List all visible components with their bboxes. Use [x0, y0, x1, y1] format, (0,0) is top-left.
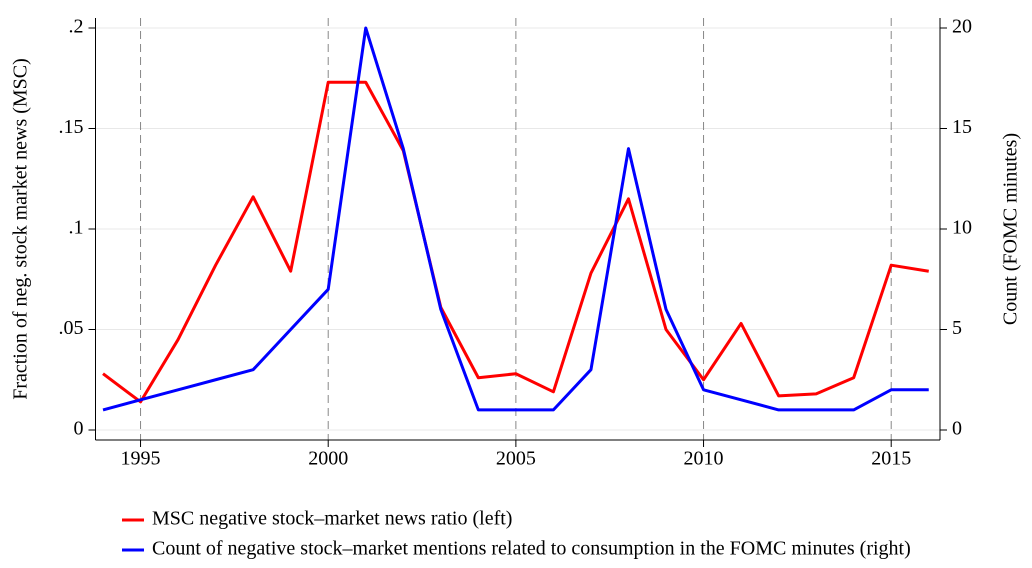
series-line	[102, 80, 929, 404]
y2-tick-label: 0	[952, 418, 962, 440]
y2-tick-label: 15	[952, 116, 972, 138]
y-tick-label: 0	[74, 418, 84, 440]
y2-tick-label: 5	[952, 317, 962, 339]
y-tick-label: .05	[59, 317, 84, 339]
y-axis-label: Fraction of neg. stock market news (MSC)	[10, 58, 32, 400]
y-tick-label: .1	[69, 217, 84, 239]
y2-tick-label: 10	[952, 217, 972, 239]
x-tick-label: 2000	[308, 448, 348, 470]
y2-axis-label: Count (FOMC minutes)	[1000, 133, 1022, 325]
series-line	[102, 26, 929, 412]
x-tick-label: 2015	[871, 448, 911, 470]
x-tick-label: 2010	[684, 448, 724, 470]
y-tick-label: .2	[69, 16, 84, 38]
x-tick-label: 1995	[121, 448, 161, 470]
y-tick-label: .15	[59, 116, 84, 138]
x-tick-label: 2005	[496, 448, 536, 470]
legend-label: Count of negative stock–market mentions …	[152, 538, 911, 560]
y2-tick-label: 20	[952, 16, 972, 38]
legend-label: MSC negative stock–market news ratio (le…	[152, 508, 512, 530]
